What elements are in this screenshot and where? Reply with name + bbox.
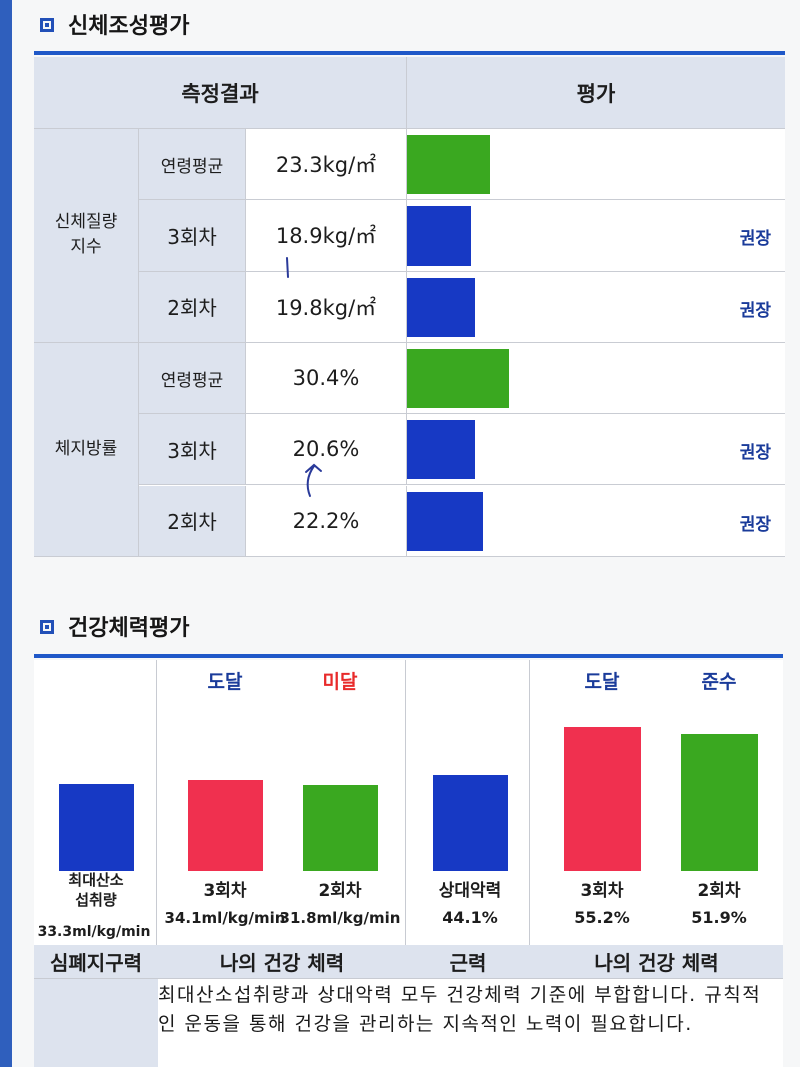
recommended-badge: 권장 — [739, 514, 771, 535]
fitness-bar-label: 최대산소 섭취량 — [68, 871, 124, 909]
pen-mark — [286, 257, 289, 278]
pen-arrow-mark — [305, 463, 322, 497]
row-label: 2회차 — [139, 485, 246, 557]
fitness-bar-value: 31.8ml/kg/min — [279, 909, 401, 927]
fitness-bar-value: 33.3ml/kg/min — [37, 924, 151, 940]
recommended-badge: 권장 — [739, 300, 771, 321]
recommended-badge: 권장 — [739, 229, 771, 250]
fitness-bar-label: 3회차 — [580, 881, 624, 901]
fitness-bar — [187, 780, 263, 871]
fitness-bar-value: 55.2% — [574, 908, 630, 927]
fitness-status-tag: 준수 — [701, 671, 737, 693]
evaluation-cell: 권장 — [407, 200, 785, 272]
evaluation-cell — [407, 129, 785, 201]
square-bullet-icon — [40, 18, 54, 32]
category-my-fitness: 나의 건강 체력 — [530, 945, 783, 979]
fitness-status-tag: 도달 — [584, 671, 620, 693]
category-label: 체지방률 — [34, 342, 139, 557]
category-my-fitness: 나의 건강 체력 — [158, 945, 406, 979]
row-value: 23.3kg/㎡ — [246, 129, 407, 201]
fitness-bar — [680, 734, 758, 871]
evaluation-bar — [407, 277, 475, 337]
category-cardio: 심폐지구력 — [34, 945, 158, 979]
column-divider — [405, 660, 406, 945]
evaluation-cell: 권장 — [407, 414, 785, 486]
row-label: 연령평균 — [139, 129, 246, 201]
page-edge-stripe — [0, 0, 12, 1067]
fitness-status-tag: 미달 — [322, 671, 358, 693]
fitness-bar-value: 51.9% — [691, 908, 747, 927]
evaluation-bar — [407, 135, 490, 195]
fitness-bar — [563, 727, 641, 871]
row-value: 18.9kg/㎡ — [246, 200, 407, 272]
fitness-bar — [432, 775, 508, 871]
evaluation-comment: 최대산소섭취량과 상대악력 모두 건강체력 기준에 부합합니다. 규칙적인 운동… — [158, 984, 762, 1035]
evaluation-bar — [407, 206, 471, 266]
row-value: 19.8kg/㎡ — [246, 271, 407, 343]
row-label: 3회차 — [139, 414, 246, 486]
fitness-bar-label: 2회차 — [318, 881, 362, 901]
row-label: 연령평균 — [139, 342, 246, 415]
header-result: 측정결과 — [34, 57, 407, 129]
square-bullet-icon — [40, 620, 54, 634]
section-title-health-fitness: 건강체력평가 — [40, 610, 189, 642]
row-value: 22.2% — [246, 485, 407, 557]
row-label: 2회차 — [139, 271, 246, 343]
row-value: 20.6% — [246, 414, 407, 486]
fitness-bar-value: 34.1ml/kg/min — [164, 909, 286, 927]
fitness-bar — [58, 784, 134, 871]
column-divider — [156, 660, 157, 945]
row-label: 3회차 — [139, 200, 246, 272]
fitness-bar-label: 3회차 — [203, 881, 247, 901]
evaluation-bar — [407, 420, 475, 480]
fitness-bar-label: 2회차 — [697, 881, 741, 901]
row-value: 30.4% — [246, 342, 407, 415]
fitness-bar — [302, 785, 378, 871]
category-strength: 근력 — [406, 945, 530, 979]
fitness-bar-value: 44.1% — [442, 908, 498, 927]
evaluation-cell — [407, 342, 785, 415]
category-label: 신체질량 지수 — [34, 129, 139, 343]
evaluation-cell: 권장 — [407, 485, 785, 557]
section-top-border — [34, 51, 785, 55]
evaluation-cell: 권장 — [407, 271, 785, 343]
header-evaluation: 평가 — [407, 57, 785, 129]
health-fitness-panel: 최대산소 섭취량 33.3ml/kg/min 도달 3회차 34.1ml/kg/min 미… — [34, 660, 783, 1067]
evaluation-bar — [407, 348, 509, 409]
column-divider — [529, 660, 530, 945]
body-composition-table: 측정결과 평가 신체질량 지수 연령평균 23.3kg/㎡ 3회차 18.9kg/㎡ 권장… — [34, 57, 785, 557]
recommended-badge: 권장 — [739, 443, 771, 464]
comment-label-cell — [34, 979, 158, 1067]
fitness-bar-label: 상대악력 — [438, 881, 502, 901]
fitness-status-tag: 도달 — [207, 671, 243, 693]
section-top-border — [34, 654, 783, 658]
evaluation-bar — [407, 491, 483, 551]
section-title-body-composition: 신체조성평가 — [40, 8, 189, 40]
